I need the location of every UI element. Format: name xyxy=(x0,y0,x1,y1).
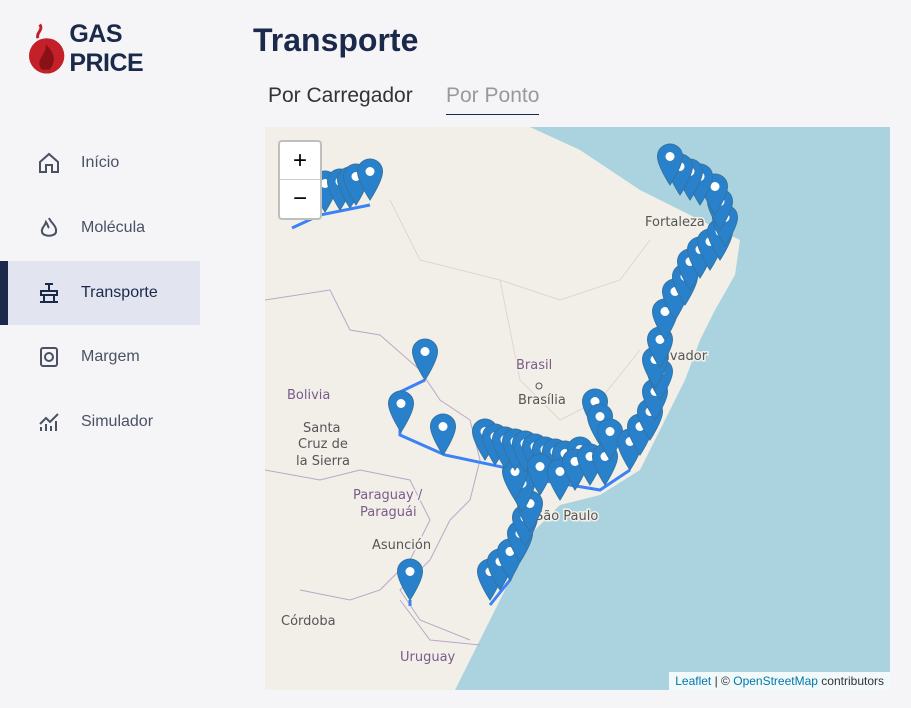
map-label: Cruz de xyxy=(298,437,348,452)
attribution: Leaflet | © OpenStreetMap contributors xyxy=(669,672,890,690)
osm-link[interactable]: OpenStreetMap xyxy=(733,674,818,688)
page-title: Transporte xyxy=(253,22,419,58)
map-label: Fortaleza xyxy=(645,215,705,230)
map-label: Córdoba xyxy=(281,614,336,629)
nav-label: Simulador xyxy=(81,413,154,430)
attribution-separator: | © xyxy=(714,674,730,688)
tab-active[interactable]: Por Ponto xyxy=(446,84,540,115)
map-label: Uruguay xyxy=(400,650,456,665)
nav-label: Margem xyxy=(81,348,140,365)
nav-label: Início xyxy=(81,154,120,171)
nav-item[interactable]: Início xyxy=(0,131,200,195)
logo-icon xyxy=(28,23,65,74)
land xyxy=(265,127,740,690)
map-label: Asunción xyxy=(372,538,431,553)
nav-item[interactable]: Transporte xyxy=(0,261,200,325)
nav-label: Transporte xyxy=(81,284,158,301)
nav-item[interactable]: Molécula xyxy=(0,196,200,260)
map-label: Paraguay / xyxy=(353,488,423,503)
zoom-in[interactable]: + xyxy=(280,142,320,180)
map-label: Santa xyxy=(303,421,341,436)
map[interactable]: Brasil Brasília Bolivia Santa Cruz de la… xyxy=(265,127,890,690)
zoom-control: + − xyxy=(278,140,322,220)
nav-item[interactable]: Simulador xyxy=(0,390,200,454)
nav-item[interactable]: Margem xyxy=(0,325,200,389)
map-label: Paraguái xyxy=(360,505,417,520)
leaflet-link[interactable]: Leaflet xyxy=(675,674,712,688)
attribution-suffix: contributors xyxy=(821,674,884,688)
sidebar: GAS PRICE Início Molécula Transporte Mar… xyxy=(0,0,200,708)
logo-text: GAS PRICE xyxy=(69,20,144,77)
state-borders xyxy=(389,199,651,421)
map-label: Brasília xyxy=(518,393,566,408)
nav-label: Molécula xyxy=(81,219,146,236)
tab[interactable]: Por Carregador xyxy=(268,84,413,107)
map-canvas: Brasil Brasília Bolivia Santa Cruz de la… xyxy=(265,127,890,690)
zoom-out[interactable]: − xyxy=(292,185,307,212)
map-label: la Sierra xyxy=(296,454,350,469)
logo[interactable]: GAS PRICE xyxy=(28,20,200,78)
map-label: Bolivia xyxy=(287,388,330,403)
map-label: São Paulo xyxy=(535,509,598,524)
map-label: Brasil xyxy=(516,358,552,373)
